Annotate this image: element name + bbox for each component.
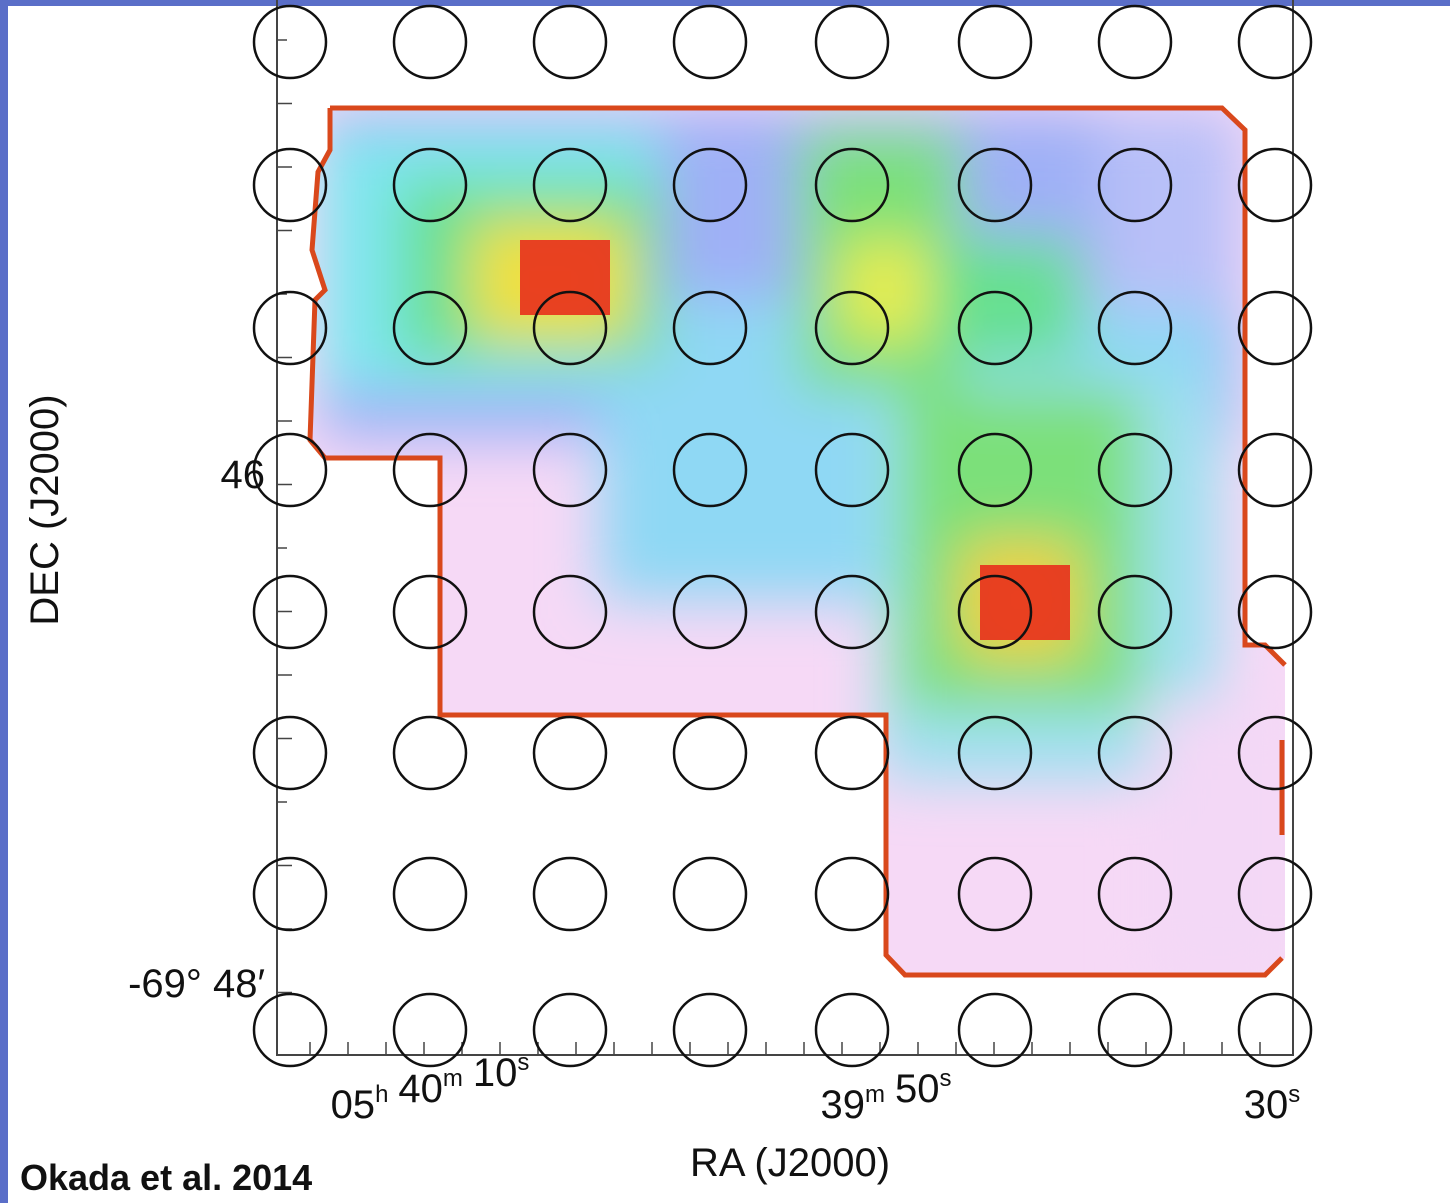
y-axis-label: DEC (J2000) (23, 394, 67, 625)
x-tick-label: 30s (1244, 1081, 1301, 1127)
beam-circle (674, 858, 746, 930)
beam-circle (534, 717, 606, 789)
beam-circle (1099, 6, 1171, 78)
beam-circle (394, 717, 466, 789)
beam-circle (674, 717, 746, 789)
tick-unit: h (375, 1081, 388, 1108)
tick-unit: s (517, 1049, 529, 1076)
beam-circle (816, 6, 888, 78)
tick-number: 50 (895, 1067, 940, 1111)
tick-unit: m (865, 1081, 885, 1108)
page: 46 -69° 48′ 05h40m10s 39m50s 30s RA (J20… (0, 0, 1450, 1203)
x-axis-label: RA (J2000) (690, 1141, 890, 1185)
y-tick-label: -69° 48′ (128, 962, 265, 1006)
tick-unit: s (940, 1065, 952, 1092)
beam-circle (1239, 149, 1311, 221)
tick-unit: m (443, 1065, 463, 1092)
tick-number: 40 (398, 1067, 443, 1111)
x-tick-label: 05h 40m 10s (331, 1049, 530, 1127)
beam-circle (1239, 576, 1311, 648)
beam-circle (394, 6, 466, 78)
beam-circle (816, 717, 888, 789)
tick-unit: s (1288, 1081, 1300, 1108)
beam-circle (1239, 434, 1311, 506)
slide-border-left (0, 0, 8, 1203)
intensity-map (300, 100, 1300, 980)
beam-circle (1239, 292, 1311, 364)
beam-circle (816, 858, 888, 930)
tick-number: 05 (331, 1083, 376, 1127)
y-tick-label: 46 (221, 453, 266, 497)
slide: 46 -69° 48′ 05h40m10s 39m50s 30s RA (J20… (0, 0, 1450, 1203)
beam-circle (254, 717, 326, 789)
beam-circle (254, 6, 326, 78)
beam-circle (1239, 6, 1311, 78)
beam-circle (959, 6, 1031, 78)
tick-number: 39 (821, 1083, 866, 1127)
beam-circle (394, 858, 466, 930)
tick-number: 30 (1244, 1083, 1289, 1127)
x-tick-label: 39m 50s (821, 1065, 952, 1127)
beam-circle (674, 6, 746, 78)
credit: Okada et al. 2014 (20, 1157, 312, 1198)
beam-circle (534, 6, 606, 78)
slide-border-top (0, 0, 1450, 6)
beam-circle (534, 858, 606, 930)
tick-number: 10 (473, 1051, 518, 1095)
beam-circle (254, 858, 326, 930)
